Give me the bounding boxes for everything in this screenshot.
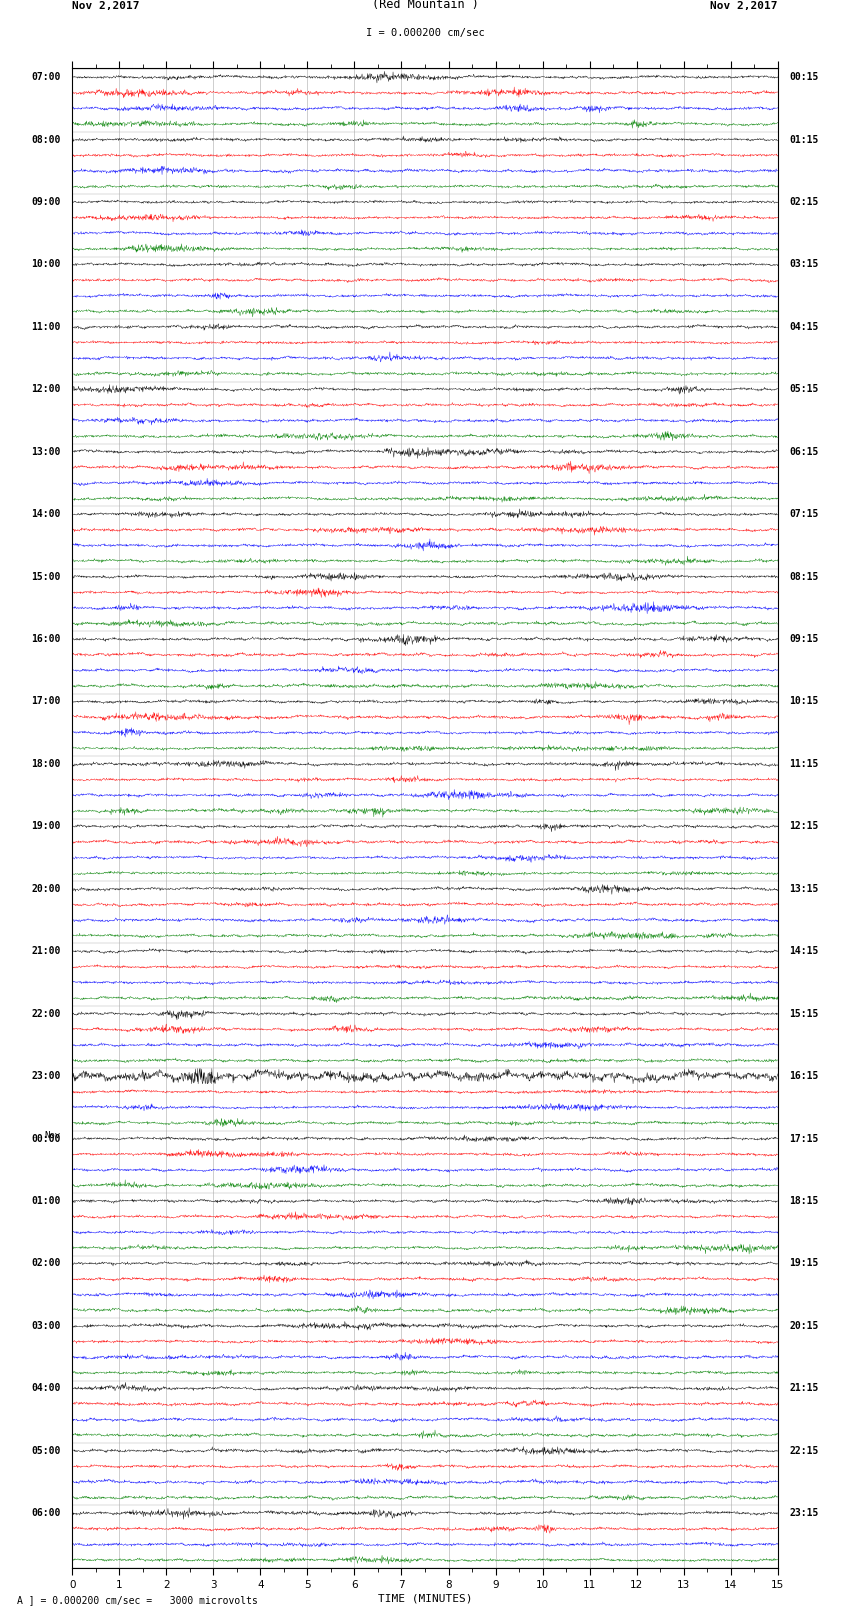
Text: 22:00: 22:00	[31, 1008, 60, 1019]
Text: 03:00: 03:00	[31, 1321, 60, 1331]
Text: 10:15: 10:15	[790, 697, 819, 706]
Text: 20:15: 20:15	[790, 1321, 819, 1331]
Text: 19:15: 19:15	[790, 1258, 819, 1268]
Text: 08:00: 08:00	[31, 134, 60, 145]
Text: 00:00: 00:00	[31, 1134, 60, 1144]
Text: 06:15: 06:15	[790, 447, 819, 456]
Text: 21:00: 21:00	[31, 947, 60, 957]
Text: 21:15: 21:15	[790, 1384, 819, 1394]
Text: 17:15: 17:15	[790, 1134, 819, 1144]
Text: 09:15: 09:15	[790, 634, 819, 644]
Text: 23:00: 23:00	[31, 1071, 60, 1081]
X-axis label: TIME (MINUTES): TIME (MINUTES)	[377, 1594, 473, 1603]
Text: 13:15: 13:15	[790, 884, 819, 894]
Text: A ] = 0.000200 cm/sec =   3000 microvolts: A ] = 0.000200 cm/sec = 3000 microvolts	[17, 1595, 258, 1605]
Text: 07:15: 07:15	[790, 510, 819, 519]
Text: 01:00: 01:00	[31, 1195, 60, 1207]
Text: 09:00: 09:00	[31, 197, 60, 206]
Text: 07:00: 07:00	[31, 73, 60, 82]
Text: 18:15: 18:15	[790, 1195, 819, 1207]
Text: 14:00: 14:00	[31, 510, 60, 519]
Text: 02:15: 02:15	[790, 197, 819, 206]
Text: 10:00: 10:00	[31, 260, 60, 269]
Text: 11:00: 11:00	[31, 323, 60, 332]
Text: Nov 2,2017: Nov 2,2017	[72, 0, 139, 11]
Text: 16:00: 16:00	[31, 634, 60, 644]
Text: (Red Mountain ): (Red Mountain )	[371, 0, 479, 11]
Text: 18:00: 18:00	[31, 760, 60, 769]
Text: 15:00: 15:00	[31, 571, 60, 582]
Text: 16:15: 16:15	[790, 1071, 819, 1081]
Text: 03:15: 03:15	[790, 260, 819, 269]
Text: 08:15: 08:15	[790, 571, 819, 582]
Text: 05:00: 05:00	[31, 1445, 60, 1457]
Text: 12:15: 12:15	[790, 821, 819, 831]
Text: 05:15: 05:15	[790, 384, 819, 394]
Text: 14:15: 14:15	[790, 947, 819, 957]
Text: 01:15: 01:15	[790, 134, 819, 145]
Text: 12:00: 12:00	[31, 384, 60, 394]
Text: 23:15: 23:15	[790, 1508, 819, 1518]
Text: 11:15: 11:15	[790, 760, 819, 769]
Text: 02:00: 02:00	[31, 1258, 60, 1268]
Text: 00:15: 00:15	[790, 73, 819, 82]
Text: 13:00: 13:00	[31, 447, 60, 456]
Text: 22:15: 22:15	[790, 1445, 819, 1457]
Text: 20:00: 20:00	[31, 884, 60, 894]
Text: 04:00: 04:00	[31, 1384, 60, 1394]
Text: 04:15: 04:15	[790, 323, 819, 332]
Text: 06:00: 06:00	[31, 1508, 60, 1518]
Text: I = 0.000200 cm/sec: I = 0.000200 cm/sec	[366, 27, 484, 37]
Text: 19:00: 19:00	[31, 821, 60, 831]
Text: Nov: Nov	[44, 1131, 60, 1140]
Text: Nov 2,2017: Nov 2,2017	[711, 0, 778, 11]
Text: 15:15: 15:15	[790, 1008, 819, 1019]
Text: 17:00: 17:00	[31, 697, 60, 706]
